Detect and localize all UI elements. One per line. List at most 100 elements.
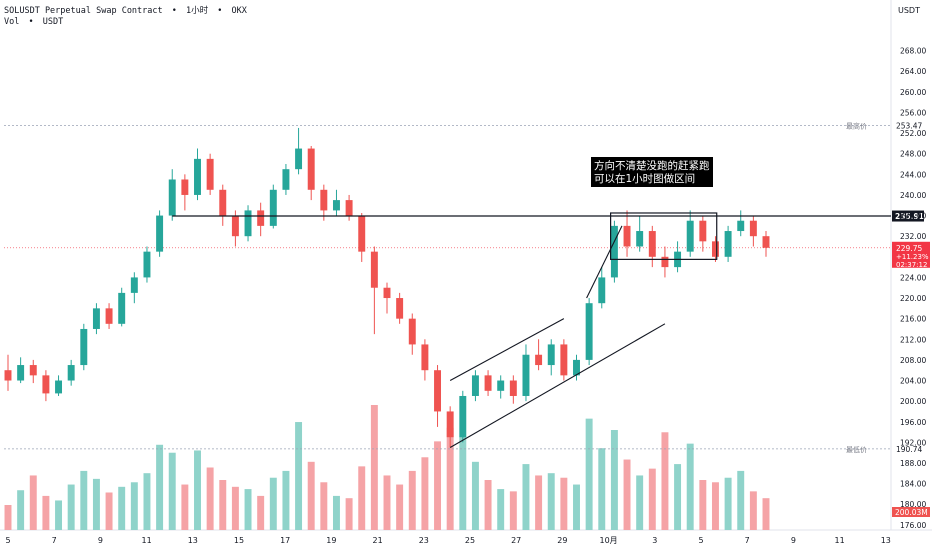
volume-currency-label: USDT bbox=[42, 17, 64, 27]
x-axis-tick-label: 13 bbox=[188, 536, 198, 545]
volume-bar bbox=[471, 461, 479, 530]
y-axis-tick-label: 176.00 bbox=[900, 521, 926, 530]
x-axis-tick-label: 27 bbox=[511, 536, 521, 545]
candle-body bbox=[257, 210, 265, 226]
volume-indicator-label[interactable]: Vol bbox=[4, 17, 20, 27]
candle-body bbox=[143, 251, 151, 278]
candle-body bbox=[194, 158, 201, 195]
candle-body bbox=[181, 179, 189, 195]
volume-bar bbox=[699, 480, 707, 530]
y-axis-tick-label: 208.00 bbox=[900, 356, 926, 365]
candle-body bbox=[244, 210, 252, 237]
volume-bar bbox=[674, 464, 682, 530]
x-axis-tick-label: 21 bbox=[373, 536, 383, 545]
y-axis-tick-label: 188.00 bbox=[900, 459, 926, 468]
annotation-text: 方向不清楚没跑的赶紧跑 bbox=[594, 159, 710, 172]
x-axis-tick-label: 5 bbox=[5, 536, 10, 545]
x-axis-tick-label: 11 bbox=[835, 536, 845, 545]
volume-bar bbox=[358, 466, 366, 530]
y-axis-tick-label: 180.00 bbox=[900, 500, 926, 509]
candle-body bbox=[156, 215, 164, 252]
y-axis-tick-label: 216.00 bbox=[900, 315, 926, 324]
candle-body bbox=[80, 328, 88, 366]
y-axis-tick-label: 224.00 bbox=[900, 273, 926, 282]
volume-bar bbox=[206, 467, 214, 530]
candle-body bbox=[446, 411, 454, 438]
interval-label[interactable]: 1小时 bbox=[186, 6, 209, 16]
candle-body bbox=[67, 365, 75, 381]
annotation-text: 可以在1小时图做区间 bbox=[594, 172, 695, 185]
symbol-label[interactable]: SOLUSDT Perpetual Swap Contract bbox=[4, 6, 163, 16]
y-axis-tick-label: 248.00 bbox=[900, 150, 926, 159]
x-axis-tick-label: 5 bbox=[698, 536, 703, 545]
volume-bar bbox=[92, 478, 100, 530]
candle-body bbox=[737, 220, 745, 232]
volume-bar bbox=[383, 475, 391, 530]
volume-bar bbox=[762, 498, 770, 530]
x-axis-tick-label: 9 bbox=[98, 536, 103, 545]
volume-bar bbox=[105, 492, 113, 530]
candle-body bbox=[434, 370, 442, 412]
candle-body bbox=[560, 344, 568, 376]
candle-body bbox=[282, 169, 290, 190]
y-axis-tick-label: 236.00 bbox=[900, 212, 926, 221]
candle-body bbox=[547, 344, 555, 366]
volume-bar bbox=[636, 475, 644, 530]
volume-bar bbox=[181, 484, 189, 530]
x-axis-tick-label: 29 bbox=[557, 536, 567, 545]
price-currency-label[interactable]: USDT bbox=[898, 6, 920, 15]
extreme-price-caption: 最低价 bbox=[846, 445, 867, 454]
candle-body bbox=[509, 380, 517, 396]
header-separator: • bbox=[171, 6, 177, 16]
extreme-price-caption: 最高价 bbox=[846, 122, 867, 131]
volume-bar bbox=[244, 489, 252, 530]
x-axis-tick-label: 9 bbox=[791, 536, 796, 545]
volume-bar bbox=[711, 482, 719, 530]
candle-body bbox=[522, 354, 530, 396]
y-axis-tick-label: 244.00 bbox=[900, 170, 926, 179]
last-price-change: +11.23% bbox=[896, 253, 929, 261]
last-price-tag bbox=[892, 241, 930, 268]
volume-bar bbox=[661, 432, 669, 530]
candle-body bbox=[42, 375, 50, 394]
candle-body bbox=[711, 241, 719, 257]
x-axis-tick-label: 15 bbox=[234, 536, 244, 545]
volume-bar bbox=[332, 495, 340, 530]
volume-bar bbox=[67, 484, 75, 530]
y-axis-tick-label: 220.00 bbox=[900, 294, 926, 303]
candle-body bbox=[105, 308, 113, 324]
x-axis-tick-label: 19 bbox=[326, 536, 336, 545]
candle-body bbox=[130, 277, 138, 293]
trendline bbox=[449, 318, 565, 381]
candle-body bbox=[17, 365, 25, 381]
candle-body bbox=[497, 380, 505, 391]
volume-bar bbox=[724, 477, 732, 530]
volume-bar bbox=[535, 475, 543, 530]
volume-bar bbox=[421, 457, 429, 530]
volume-bar bbox=[459, 436, 467, 530]
y-axis-tick-label: 232.00 bbox=[900, 232, 926, 241]
trendline bbox=[449, 323, 666, 449]
volume-bar bbox=[585, 418, 593, 530]
volume-bar bbox=[307, 461, 315, 530]
y-axis-tick-label: 204.00 bbox=[900, 377, 926, 386]
candle-body bbox=[699, 220, 707, 242]
candle-body bbox=[661, 256, 669, 268]
trendline bbox=[586, 225, 623, 299]
candle-body bbox=[370, 251, 378, 288]
volume-bar bbox=[408, 470, 416, 530]
x-axis-tick-label: 3 bbox=[652, 536, 657, 545]
y-axis-tick-label: 240.00 bbox=[900, 191, 926, 200]
volume-bar bbox=[484, 480, 492, 530]
y-axis-tick-label: 212.00 bbox=[900, 335, 926, 344]
candle-body bbox=[320, 189, 328, 211]
candle-body bbox=[421, 344, 429, 371]
x-axis-tick-label: 25 bbox=[465, 536, 475, 545]
volume-bar bbox=[17, 490, 25, 530]
volume-bar bbox=[55, 500, 63, 530]
candle-body bbox=[383, 287, 391, 299]
volume-bar bbox=[522, 464, 530, 530]
volume-bar bbox=[156, 444, 164, 530]
candle-body bbox=[623, 225, 631, 247]
